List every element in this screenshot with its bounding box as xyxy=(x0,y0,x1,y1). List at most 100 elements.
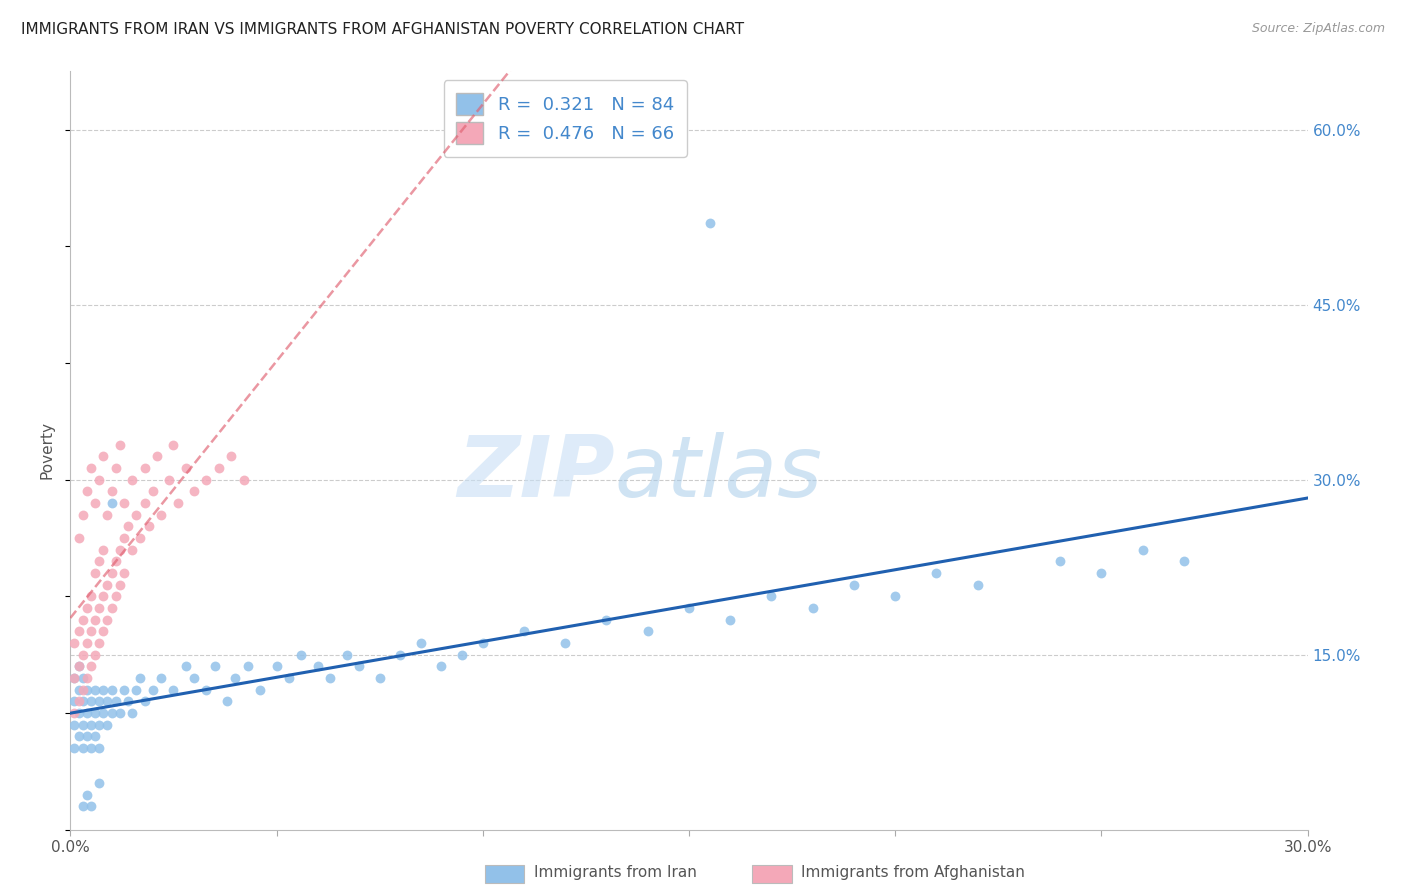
Point xyxy=(80,717,103,731)
Point xyxy=(89,636,111,650)
Point xyxy=(80,694,103,708)
Point xyxy=(236,659,259,673)
Point xyxy=(409,636,432,650)
Point xyxy=(884,589,907,603)
Point xyxy=(96,613,118,627)
Point xyxy=(63,671,86,685)
Point xyxy=(76,601,98,615)
Point xyxy=(84,706,107,720)
Point xyxy=(76,636,98,650)
Point xyxy=(84,566,107,580)
Point xyxy=(63,671,86,685)
Point xyxy=(104,461,127,475)
Point xyxy=(121,473,143,487)
Point xyxy=(89,740,111,755)
Point xyxy=(67,659,90,673)
Point xyxy=(925,566,948,580)
Point xyxy=(319,671,342,685)
Point xyxy=(80,659,103,673)
Point xyxy=(842,577,865,591)
Point xyxy=(125,682,148,697)
Point xyxy=(67,682,90,697)
Point xyxy=(138,519,160,533)
Point xyxy=(1090,566,1112,580)
Point xyxy=(72,613,94,627)
Point xyxy=(72,740,94,755)
Point xyxy=(183,484,205,499)
Point xyxy=(80,624,103,639)
Point xyxy=(761,589,783,603)
Point xyxy=(134,496,156,510)
Point xyxy=(117,519,139,533)
Point xyxy=(72,682,94,697)
Point xyxy=(637,624,659,639)
Point xyxy=(471,636,494,650)
Point xyxy=(100,566,122,580)
Point xyxy=(72,694,94,708)
Point xyxy=(266,659,288,673)
Text: Immigrants from Iran: Immigrants from Iran xyxy=(534,865,697,880)
Point xyxy=(129,671,152,685)
Point xyxy=(224,671,246,685)
Point xyxy=(80,799,103,814)
Point xyxy=(195,682,218,697)
Point xyxy=(336,648,359,662)
Point xyxy=(430,659,453,673)
Point xyxy=(112,531,135,545)
Point xyxy=(451,648,474,662)
Point xyxy=(80,740,103,755)
Point xyxy=(718,613,741,627)
Point xyxy=(108,577,131,591)
Point xyxy=(162,682,184,697)
Point xyxy=(966,577,988,591)
Point xyxy=(307,659,329,673)
Point xyxy=(104,694,127,708)
Point xyxy=(513,624,536,639)
Point xyxy=(89,694,111,708)
Point xyxy=(1049,554,1071,568)
Point xyxy=(63,717,86,731)
Point xyxy=(91,450,114,464)
Point xyxy=(91,682,114,697)
Point xyxy=(112,496,135,510)
Point xyxy=(204,659,226,673)
Point xyxy=(63,706,86,720)
Point xyxy=(100,706,122,720)
Point xyxy=(84,682,107,697)
Point xyxy=(347,659,370,673)
Point xyxy=(125,508,148,522)
Point xyxy=(84,648,107,662)
Point xyxy=(554,636,576,650)
Point xyxy=(142,682,165,697)
Point xyxy=(129,531,152,545)
Point xyxy=(150,508,173,522)
Point xyxy=(801,601,824,615)
Point xyxy=(100,601,122,615)
Point xyxy=(100,496,122,510)
Point xyxy=(76,682,98,697)
Point xyxy=(1132,542,1154,557)
Point xyxy=(72,717,94,731)
Point xyxy=(166,496,188,510)
Point xyxy=(96,694,118,708)
Point xyxy=(96,577,118,591)
Point xyxy=(67,706,90,720)
Point xyxy=(89,601,111,615)
Point xyxy=(100,682,122,697)
Point xyxy=(67,624,90,639)
Point xyxy=(108,542,131,557)
Point xyxy=(63,694,86,708)
Point xyxy=(91,624,114,639)
Point xyxy=(89,554,111,568)
Point xyxy=(63,636,86,650)
Point xyxy=(100,484,122,499)
Point xyxy=(232,473,254,487)
Point xyxy=(142,484,165,499)
Point xyxy=(76,788,98,802)
Point xyxy=(121,542,143,557)
Point xyxy=(84,496,107,510)
Point xyxy=(699,216,721,230)
Point xyxy=(368,671,391,685)
Point xyxy=(104,554,127,568)
Point xyxy=(72,671,94,685)
